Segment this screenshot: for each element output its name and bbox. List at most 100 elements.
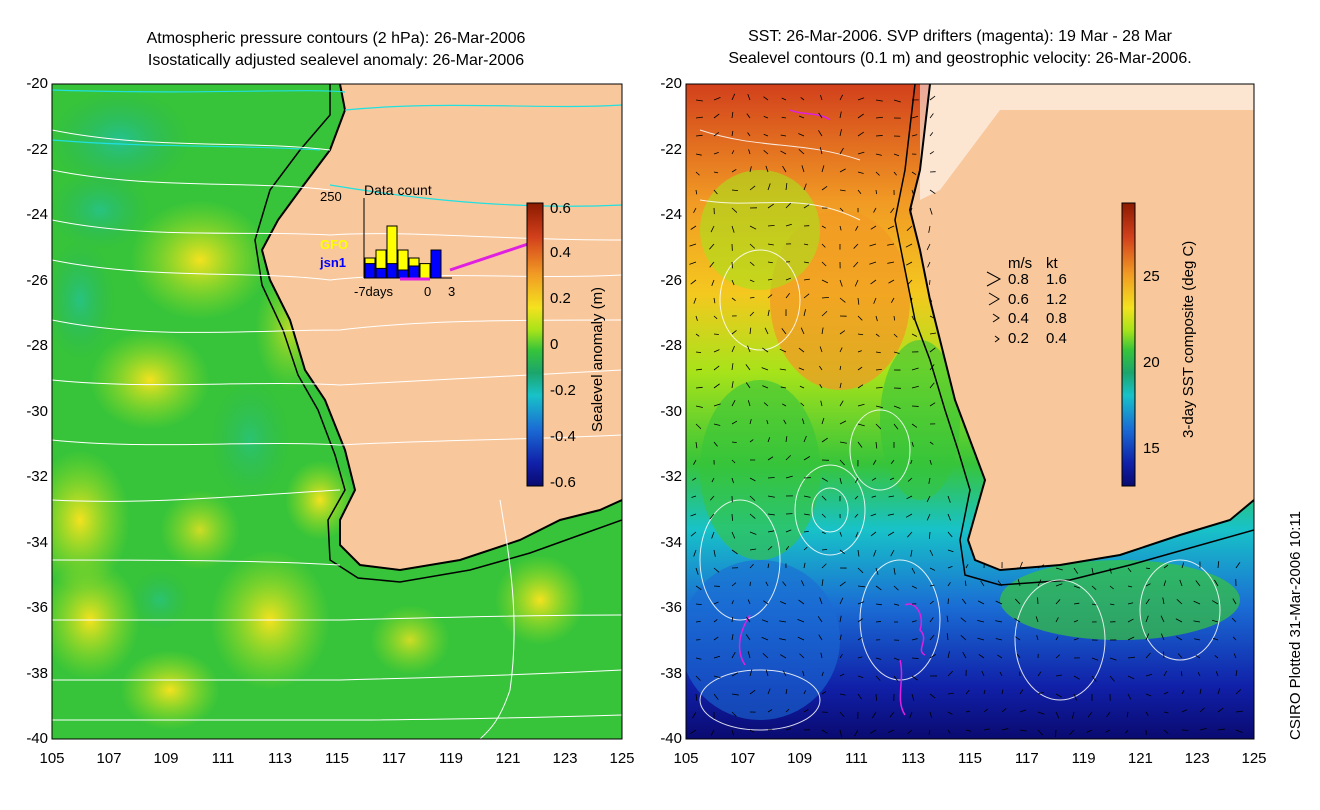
velocity-arrow bbox=[875, 585, 882, 591]
velocity-arrow bbox=[767, 203, 774, 209]
velocity-arrow bbox=[767, 183, 771, 191]
velocity-arrow bbox=[713, 549, 716, 557]
velocity-arrow bbox=[911, 367, 919, 371]
velocity-arrow bbox=[800, 580, 805, 587]
velocity-arrow bbox=[965, 689, 970, 695]
velocity-arrow bbox=[693, 207, 697, 213]
velocity-arrow bbox=[690, 225, 697, 230]
velocity-arrow bbox=[767, 243, 774, 246]
velocity-arrow bbox=[875, 693, 878, 701]
velocity-arrow bbox=[875, 333, 880, 337]
velocity-arrow bbox=[800, 402, 805, 407]
velocity-arrow bbox=[1235, 729, 1243, 733]
y-tick-label: -28 bbox=[26, 337, 48, 354]
velocity-arrow bbox=[695, 315, 698, 322]
velocity-arrow bbox=[839, 673, 845, 677]
velocity-arrow bbox=[1145, 673, 1153, 677]
velocity-arrow bbox=[875, 441, 878, 449]
velocity-arrow bbox=[947, 566, 953, 569]
right-colorbar-label: 3-day SST composite (deg C) bbox=[1180, 240, 1197, 438]
velocity-arrow bbox=[839, 459, 845, 466]
velocity-arrow bbox=[818, 130, 823, 137]
velocity-arrow bbox=[1091, 657, 1099, 661]
velocity-arrow bbox=[947, 513, 951, 521]
velocity-arrow bbox=[1091, 675, 1097, 682]
velocity-arrow bbox=[839, 111, 842, 119]
velocity-arrow bbox=[999, 671, 1003, 677]
velocity-arrow bbox=[1177, 653, 1183, 659]
velocity-arrow bbox=[839, 441, 847, 444]
velocity-arrow bbox=[911, 315, 915, 321]
velocity-arrow bbox=[749, 531, 757, 535]
velocity-arrow bbox=[929, 207, 933, 215]
velocity-arrow bbox=[763, 600, 769, 605]
velocity-arrow bbox=[695, 620, 701, 623]
velocity-arrow bbox=[857, 315, 863, 321]
y-tick-label: -22 bbox=[660, 140, 682, 158]
velocity-arrow bbox=[1235, 670, 1238, 677]
velocity-arrow bbox=[857, 675, 864, 679]
velocity-arrow bbox=[888, 495, 895, 498]
velocity-arrow bbox=[1055, 711, 1060, 719]
velocity-arrow bbox=[911, 171, 917, 175]
velocity-arrow bbox=[928, 225, 931, 233]
velocity-arrow bbox=[745, 382, 751, 389]
velocity-arrow bbox=[1109, 603, 1115, 606]
velocity-arrow bbox=[965, 564, 969, 569]
velocity-arrow bbox=[995, 638, 1003, 641]
velocity-arrow bbox=[763, 402, 769, 407]
velocity-arrow bbox=[887, 225, 895, 230]
velocity-arrow bbox=[839, 347, 843, 353]
velocity-arrow bbox=[713, 675, 721, 679]
velocity-arrow bbox=[780, 134, 787, 137]
velocity-arrow bbox=[731, 93, 736, 101]
velocity-arrow bbox=[1127, 618, 1134, 623]
velocity-arrow bbox=[819, 384, 823, 389]
velocity-arrow bbox=[1214, 655, 1219, 659]
velocity-arrow bbox=[821, 185, 828, 191]
velocity-arrow bbox=[695, 171, 700, 176]
velocity-arrow bbox=[1037, 564, 1045, 569]
velocity-arrow bbox=[785, 277, 791, 281]
velocity-arrow bbox=[749, 327, 752, 335]
velocity-arrow bbox=[709, 243, 715, 250]
inset-legend-gfo: GFO bbox=[320, 237, 349, 252]
pressure-contours-cyan bbox=[52, 89, 622, 207]
velocity-arrow bbox=[731, 150, 735, 155]
velocity-arrow bbox=[713, 693, 719, 700]
velocity-arrow bbox=[731, 225, 735, 233]
velocity-arrow bbox=[695, 675, 701, 681]
velocity-arrow bbox=[1195, 655, 1201, 659]
velocity-arrow bbox=[821, 579, 824, 587]
velocity-arrow bbox=[785, 529, 792, 533]
velocity-arrow bbox=[749, 243, 756, 249]
velocity-arrow bbox=[875, 315, 878, 322]
velocity-arrow bbox=[869, 729, 877, 734]
x-tick-label: 107 bbox=[96, 750, 122, 767]
velocity-arrow bbox=[731, 297, 736, 301]
velocity-arrow bbox=[890, 549, 895, 557]
velocity-arrow bbox=[839, 634, 842, 641]
x-tick-label: 115 bbox=[325, 750, 349, 767]
velocity-arrow bbox=[1233, 653, 1237, 659]
y-tick-label: -20 bbox=[26, 75, 48, 92]
velocity-arrow bbox=[693, 549, 697, 557]
y-tick-label: -40 bbox=[660, 730, 682, 747]
velocity-arrow bbox=[731, 477, 734, 484]
velocity-arrow bbox=[1001, 728, 1009, 731]
velocity-arrow bbox=[839, 653, 843, 659]
velocity-arrow bbox=[890, 207, 895, 214]
velocity-arrow bbox=[929, 315, 935, 319]
velocity-arrow bbox=[1145, 583, 1151, 587]
velocity-arrow bbox=[818, 112, 823, 119]
data-count-inset bbox=[363, 198, 452, 281]
velocity-arrow bbox=[887, 243, 895, 246]
velocity-arrow bbox=[761, 636, 769, 641]
velocity-arrow bbox=[695, 368, 703, 371]
velocity-arrow bbox=[767, 709, 773, 713]
velocity-arrow bbox=[1019, 561, 1023, 569]
velocity-arrow bbox=[821, 531, 826, 535]
inset-title: Data count bbox=[364, 182, 432, 198]
velocity-arrow bbox=[731, 672, 739, 677]
